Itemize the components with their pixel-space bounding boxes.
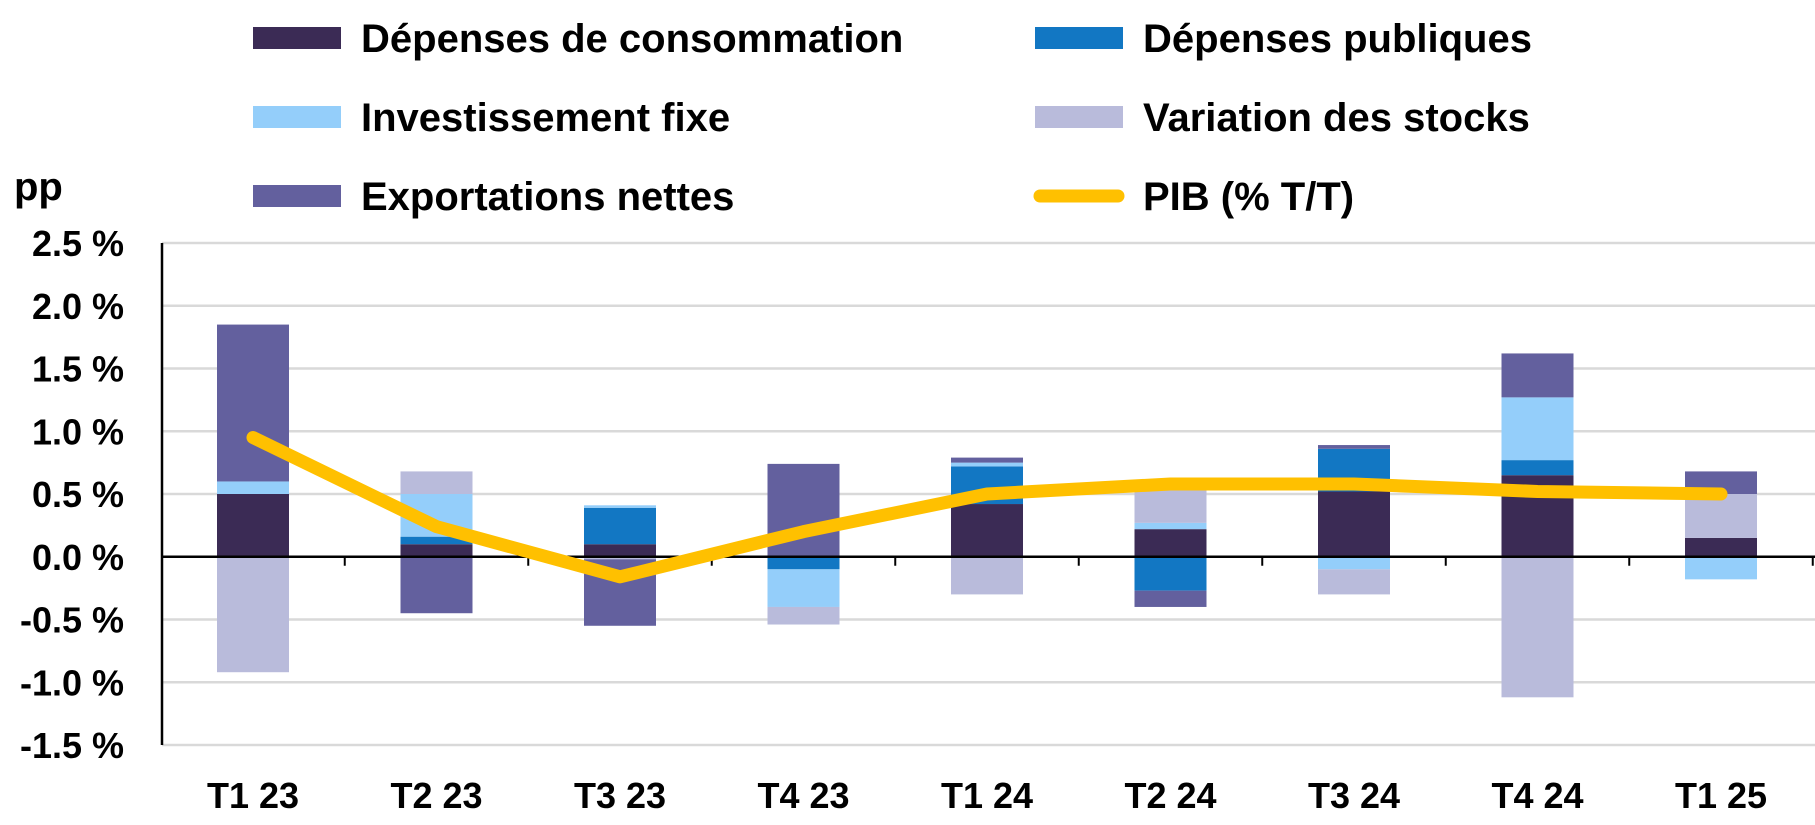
stacked-bars <box>217 324 1757 698</box>
bar-exportations-nettes-t1-24 <box>951 457 1023 463</box>
y-tick-label: -1.0 % <box>20 662 124 703</box>
x-tick-label: T2 24 <box>1124 775 1216 816</box>
bar-variation-des-stocks-t1-25 <box>1685 494 1757 538</box>
bar-depenses-de-consommation-t2-24 <box>1134 529 1207 557</box>
bar-variation-des-stocks-t1-23 <box>217 556 289 673</box>
x-tick-label: T4 24 <box>1491 775 1583 816</box>
bar-depenses-publiques-t4-23 <box>767 556 840 570</box>
x-tick-label: T4 23 <box>757 775 849 816</box>
legend-label-variation-des-stocks: Variation des stocks <box>1143 96 1530 140</box>
bar-variation-des-stocks-t4-24 <box>1501 556 1574 698</box>
gdp-line-layer <box>246 431 1728 584</box>
bar-variation-des-stocks-t3-24 <box>1318 569 1390 595</box>
y-axis-ticks: 2.5 % 2.0 % 1.5 % 1.0 % 0.5 % 0.0 % -0.5 % -1.0… <box>20 223 124 766</box>
legend-label-depenses-publiques: Dépenses publiques <box>1143 17 1532 61</box>
bar-exportations-nettes-t3-24 <box>1318 445 1390 449</box>
y-tick-label: 1.0 % <box>32 411 124 452</box>
legend-swatch-depenses-de-consommation <box>253 27 341 49</box>
bar-depenses-de-consommation-t1-25 <box>1685 537 1757 557</box>
x-tick-label: T3 24 <box>1308 775 1400 816</box>
bar-depenses-publiques-t4-24 <box>1501 460 1574 476</box>
legend-label-depenses-de-consommation: Dépenses de consommation <box>361 17 903 61</box>
y-tick-label: 2.5 % <box>32 223 124 264</box>
y-tick-label: 0.5 % <box>32 474 124 515</box>
bar-variation-des-stocks-t1-24 <box>951 556 1023 595</box>
y-tick-label: 1.5 % <box>32 349 124 390</box>
bar-depenses-de-consommation-t2-23 <box>400 544 473 557</box>
bar-exportations-nettes-t2-24 <box>1134 590 1207 607</box>
y-tick-label: 2.0 % <box>32 286 124 327</box>
legend-label-pib-t-t: PIB (% T/T) <box>1143 175 1354 219</box>
x-tick-label: T2 23 <box>390 775 482 816</box>
bar-investissement-fixe-t1-23 <box>217 481 289 494</box>
y-tick-label: -0.5 % <box>20 600 124 641</box>
bar-exportations-nettes-t1-23 <box>217 324 289 482</box>
bar-depenses-de-consommation-t1-23 <box>217 494 289 557</box>
bar-investissement-fixe-t4-24 <box>1501 397 1574 461</box>
legend-swatch-exportations-nettes <box>253 185 341 207</box>
bar-depenses-publiques-t2-24 <box>1134 556 1207 591</box>
x-tick-label: T1 25 <box>1675 775 1767 816</box>
bar-variation-des-stocks-t2-24 <box>1134 487 1207 523</box>
legend: Dépenses de consommation Dépenses publiqu… <box>253 17 1532 219</box>
bar-depenses-publiques-t2-23 <box>400 536 473 545</box>
bar-variation-des-stocks-t3-23 <box>584 556 656 560</box>
x-tick-label: T3 23 <box>574 775 666 816</box>
bar-depenses-publiques-t3-23 <box>584 507 656 545</box>
bar-investissement-fixe-t3-24 <box>1318 556 1390 570</box>
bar-exportations-nettes-t2-23 <box>400 556 473 614</box>
bar-depenses-de-consommation-t1-24 <box>951 504 1023 557</box>
legend-swatch-variation-des-stocks <box>1035 106 1123 128</box>
legend-label-investissement-fixe: Investissement fixe <box>361 96 730 140</box>
legend-swatch-depenses-publiques <box>1035 27 1123 49</box>
bar-variation-des-stocks-t4-23 <box>767 606 840 625</box>
y-axis-unit-label: pp <box>14 165 63 209</box>
bar-investissement-fixe-t1-24 <box>951 462 1023 467</box>
y-tick-label: -1.5 % <box>20 725 124 766</box>
bar-exportations-nettes-t4-24 <box>1501 353 1574 398</box>
bar-investissement-fixe-t4-23 <box>767 569 840 607</box>
x-axis-labels: T1 23 T2 23 T3 23 T4 23 T1 24 T2 24 T3 24 T4 24… <box>207 775 1767 816</box>
bar-depenses-de-consommation-t3-23 <box>584 544 656 557</box>
legend-swatch-investissement-fixe <box>253 106 341 128</box>
y-tick-label: 0.0 % <box>32 537 124 578</box>
bar-investissement-fixe-t1-25 <box>1685 556 1757 580</box>
x-tick-label: T1 23 <box>207 775 299 816</box>
bar-depenses-de-consommation-t3-24 <box>1318 491 1390 557</box>
x-tick-label: T1 24 <box>941 775 1033 816</box>
bar-investissement-fixe-t2-24 <box>1134 522 1207 530</box>
legend-label-exportations-nettes: Exportations nettes <box>361 175 734 219</box>
bar-variation-des-stocks-t2-23 <box>400 471 473 494</box>
bar-investissement-fixe-t3-23 <box>584 505 656 508</box>
